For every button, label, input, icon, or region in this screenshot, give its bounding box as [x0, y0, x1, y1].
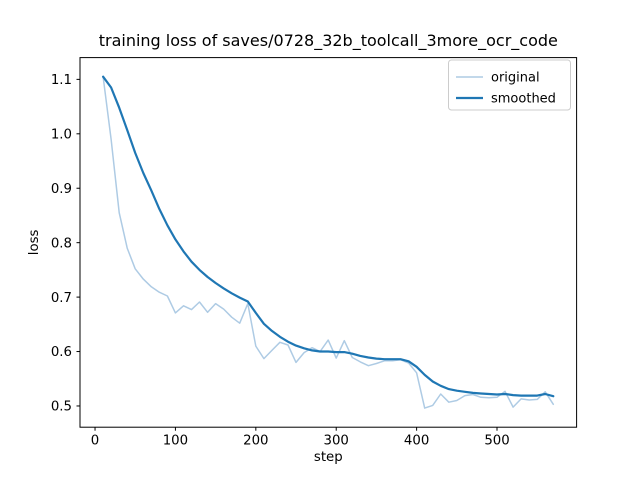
chart-title: training loss of saves/0728_32b_toolcall…: [99, 31, 558, 51]
axes: 0 100 200 300 400 500 0.5 0.6 0.7 0.8 0.9 1.0 1.1: [51, 57, 578, 449]
x-tick-label: 300: [324, 434, 349, 449]
x-tick-label: 0: [91, 434, 99, 449]
legend: original smoothed: [448, 59, 571, 111]
y-tick-label: 1.0: [51, 128, 72, 143]
axes-spines: [79, 57, 578, 428]
series-line-smoothed: [101, 75, 555, 398]
series-line-original: [102, 75, 555, 409]
x-tick-label: 400: [404, 434, 429, 449]
y-tick-label: 0.7: [51, 291, 72, 306]
y-tick-label: 0.8: [51, 236, 72, 251]
legend-label-smoothed: smoothed: [491, 92, 556, 107]
x-axis-label: step: [314, 450, 343, 465]
y-tick-label: 1.1: [51, 73, 72, 88]
y-tick-label: 0.6: [51, 345, 72, 360]
y-axis-label: loss: [27, 229, 42, 255]
y-tick-label: 0.5: [51, 400, 72, 415]
y-tick-label: 0.9: [51, 182, 72, 197]
x-tick-label: 200: [243, 434, 268, 449]
x-tick-label: 100: [163, 434, 188, 449]
x-tick-label: 500: [484, 434, 509, 449]
legend-label-original: original: [491, 71, 540, 86]
